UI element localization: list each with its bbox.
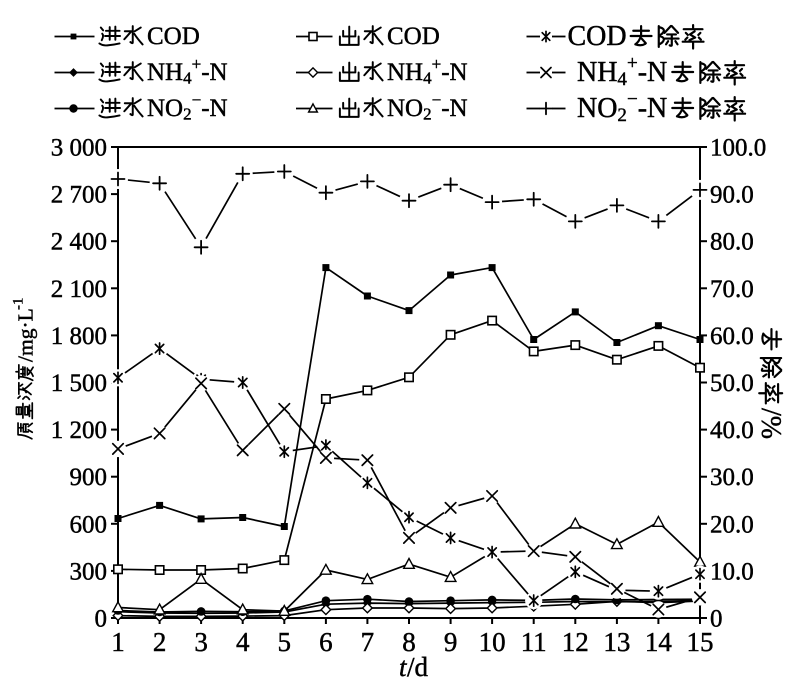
svg-text:+: + — [432, 55, 442, 74]
svg-text:1: 1 — [111, 627, 125, 657]
svg-text:1 200: 1 200 — [51, 417, 107, 444]
svg-text:4: 4 — [617, 69, 627, 90]
svg-text:50.0: 50.0 — [710, 370, 754, 397]
svg-text:5: 5 — [278, 627, 292, 657]
svg-text:90.0: 90.0 — [710, 182, 754, 209]
svg-text:3 000: 3 000 — [51, 135, 107, 162]
svg-text:−: − — [192, 91, 202, 110]
svg-text:40.0: 40.0 — [710, 417, 754, 444]
svg-text:-N: -N — [201, 59, 227, 86]
svg-text:/%: /% — [755, 408, 786, 439]
svg-text:14: 14 — [645, 627, 673, 657]
svg-text:NH: NH — [147, 59, 183, 86]
svg-text:3: 3 — [194, 627, 208, 657]
svg-text:8: 8 — [402, 627, 416, 657]
svg-text:NH: NH — [387, 59, 423, 86]
svg-text:0: 0 — [95, 606, 108, 633]
svg-text:-1: -1 — [11, 298, 27, 311]
svg-text:600: 600 — [70, 511, 108, 538]
svg-text:15: 15 — [687, 627, 714, 657]
svg-text:−: − — [432, 91, 442, 110]
svg-text:20.0: 20.0 — [710, 511, 754, 538]
svg-text:900: 900 — [70, 464, 108, 491]
svg-text:9: 9 — [444, 627, 458, 657]
svg-text:t: t — [399, 652, 408, 682]
svg-text:1 500: 1 500 — [51, 370, 107, 397]
svg-text:6: 6 — [319, 627, 333, 657]
svg-text:1 800: 1 800 — [51, 323, 107, 350]
svg-text:NO: NO — [577, 93, 617, 124]
svg-text:300: 300 — [70, 558, 108, 585]
svg-text:2 400: 2 400 — [51, 229, 107, 256]
svg-text:NO: NO — [147, 95, 183, 122]
svg-text:70.0: 70.0 — [710, 276, 754, 303]
svg-text:COD: COD — [568, 21, 627, 52]
svg-text:2: 2 — [153, 627, 167, 657]
svg-text:2 100: 2 100 — [51, 276, 107, 303]
svg-text:60.0: 60.0 — [710, 323, 754, 350]
svg-text:/d: /d — [407, 652, 429, 682]
svg-text:2: 2 — [617, 105, 627, 126]
svg-text:−: − — [627, 89, 638, 110]
svg-text:+: + — [192, 55, 202, 74]
svg-text:-N: -N — [441, 59, 467, 86]
svg-text:4: 4 — [183, 69, 192, 88]
svg-text:13: 13 — [603, 627, 630, 657]
svg-text:2: 2 — [423, 105, 432, 124]
svg-text:4: 4 — [423, 69, 432, 88]
svg-text:80.0: 80.0 — [710, 229, 754, 256]
svg-text:NO: NO — [387, 95, 423, 122]
svg-text:-N: -N — [201, 95, 227, 122]
svg-text:-N: -N — [441, 95, 467, 122]
svg-text:2: 2 — [183, 105, 192, 124]
svg-text:10: 10 — [479, 627, 506, 657]
svg-text:/mg·L: /mg·L — [14, 308, 38, 362]
svg-text:30.0: 30.0 — [710, 464, 754, 491]
svg-text:COD: COD — [147, 23, 200, 50]
svg-text:-N: -N — [638, 93, 668, 124]
svg-text:2 700: 2 700 — [51, 182, 107, 209]
svg-text:COD: COD — [387, 23, 440, 50]
svg-text:4: 4 — [236, 627, 250, 657]
svg-text:100.0: 100.0 — [710, 135, 766, 162]
svg-text:12: 12 — [562, 627, 589, 657]
svg-text:11: 11 — [521, 627, 547, 657]
svg-text:NH: NH — [577, 57, 617, 88]
svg-text:+: + — [627, 53, 638, 74]
svg-text:0: 0 — [710, 606, 723, 633]
svg-text:10.0: 10.0 — [710, 558, 754, 585]
svg-text:7: 7 — [361, 627, 375, 657]
svg-text:-N: -N — [638, 57, 668, 88]
